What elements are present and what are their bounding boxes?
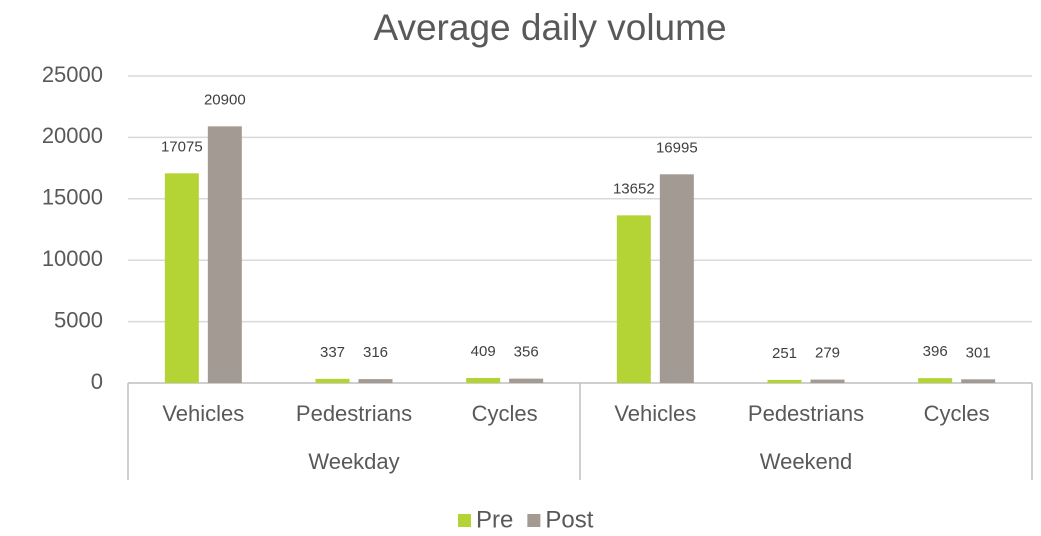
bar bbox=[358, 379, 393, 383]
group-label: Weekend bbox=[760, 449, 853, 474]
chart-title: Average daily volume bbox=[373, 7, 726, 48]
bar bbox=[207, 126, 242, 384]
group-label: Weekday bbox=[308, 449, 399, 474]
bar bbox=[810, 379, 845, 383]
bar bbox=[164, 173, 199, 383]
y-tick-label: 5000 bbox=[54, 307, 103, 332]
bar bbox=[315, 378, 350, 383]
data-label: 20900 bbox=[204, 91, 246, 108]
bar bbox=[659, 174, 694, 383]
y-tick-label: 15000 bbox=[42, 185, 103, 210]
x-tick-label: Pedestrians bbox=[296, 401, 412, 426]
bar bbox=[767, 379, 802, 383]
data-label: 396 bbox=[923, 343, 948, 360]
data-label: 17075 bbox=[161, 138, 203, 155]
x-tick-label: Cycles bbox=[924, 401, 990, 426]
bar bbox=[616, 215, 651, 383]
bar bbox=[961, 379, 996, 383]
bar bbox=[918, 378, 953, 383]
data-label: 13652 bbox=[613, 180, 655, 197]
bar bbox=[509, 378, 544, 383]
data-label: 251 bbox=[772, 345, 797, 362]
legend-label: Post bbox=[545, 506, 593, 533]
x-tick-label: Pedestrians bbox=[748, 401, 864, 426]
data-label: 316 bbox=[363, 344, 388, 361]
x-tick-label: Vehicles bbox=[614, 401, 696, 426]
legend-label: Pre bbox=[476, 506, 513, 533]
legend-swatch bbox=[527, 514, 541, 527]
y-tick-label: 0 bbox=[91, 369, 103, 394]
data-label: 301 bbox=[966, 344, 991, 361]
bar bbox=[466, 377, 501, 383]
y-tick-label: 10000 bbox=[42, 246, 103, 271]
legend-swatch bbox=[458, 514, 471, 527]
data-label: 409 bbox=[471, 343, 496, 360]
data-label: 16995 bbox=[656, 139, 698, 156]
y-tick-label: 25000 bbox=[42, 62, 103, 87]
x-tick-label: Vehicles bbox=[162, 401, 244, 426]
x-tick-label: Cycles bbox=[472, 401, 538, 426]
data-label: 356 bbox=[514, 344, 539, 361]
data-label: 337 bbox=[320, 344, 345, 361]
data-label: 279 bbox=[815, 345, 840, 362]
y-tick-label: 20000 bbox=[42, 123, 103, 148]
